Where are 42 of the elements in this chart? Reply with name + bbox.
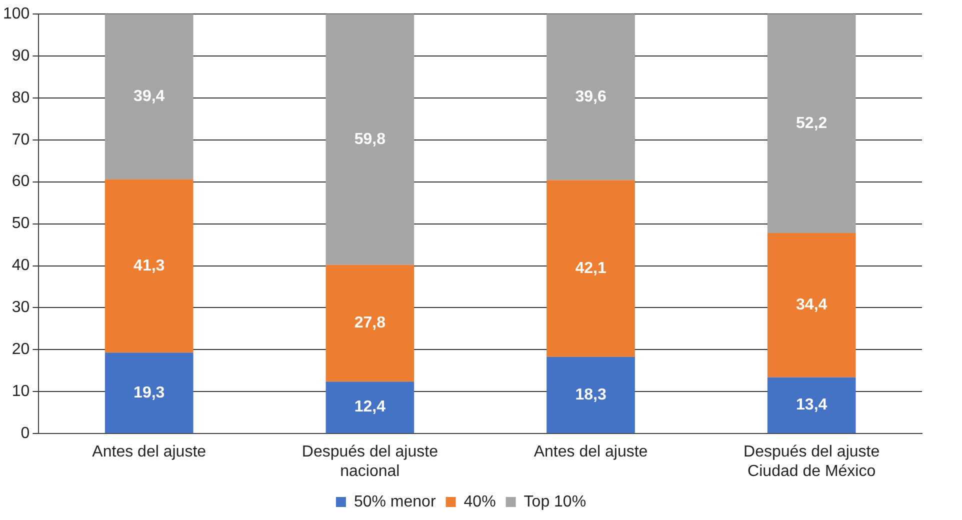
y-tick-label: 0 (20, 425, 30, 442)
bar (767, 233, 856, 378)
y-tick-label: 10 (12, 383, 30, 400)
bar (326, 264, 414, 382)
data-label: 27,8 (354, 314, 386, 332)
y-tick-label: 20 (12, 341, 30, 358)
bar (546, 356, 635, 434)
bar (546, 180, 635, 357)
x-tick-label: Después del ajuste Ciudad de México (744, 444, 880, 480)
data-label: 41,3 (134, 257, 165, 274)
bar (104, 14, 194, 180)
y-tick-label: 90 (12, 47, 30, 64)
data-label: 59,8 (354, 130, 386, 148)
data-label: 52,2 (796, 114, 828, 132)
data-label: 19,3 (134, 384, 165, 402)
data-label: 34,4 (796, 296, 828, 314)
bar (104, 352, 194, 434)
bar (104, 179, 194, 353)
data-label: 13,4 (796, 396, 828, 414)
x-tick-label: Antes del ajuste (92, 444, 206, 461)
bar (767, 14, 856, 234)
bar (326, 14, 414, 265)
y-tick-label: 60 (12, 173, 30, 190)
y-tick-label: 40 (12, 257, 30, 274)
y-tick-label: 100 (2, 5, 30, 22)
x-tick-label: Después del ajuste nacional (302, 444, 438, 480)
legend-label: Top 10% (524, 493, 586, 510)
data-label: 18,3 (575, 386, 606, 404)
data-label: 42,1 (575, 260, 606, 277)
y-tick-label: 30 (12, 299, 30, 316)
y-tick-label: 70 (12, 131, 30, 148)
data-label: 12,4 (354, 398, 386, 416)
data-label: 39,6 (575, 88, 606, 106)
y-tick-label: 50 (12, 215, 30, 232)
bar (767, 377, 856, 434)
x-tick-label: Antes del ajuste (534, 444, 648, 461)
bar (326, 382, 414, 434)
bar (546, 14, 635, 180)
y-tick-label: 80 (12, 89, 30, 106)
legend-label: 50% menor (354, 493, 436, 510)
legend-label: 40% (464, 493, 496, 510)
data-label: 39,4 (134, 88, 165, 106)
